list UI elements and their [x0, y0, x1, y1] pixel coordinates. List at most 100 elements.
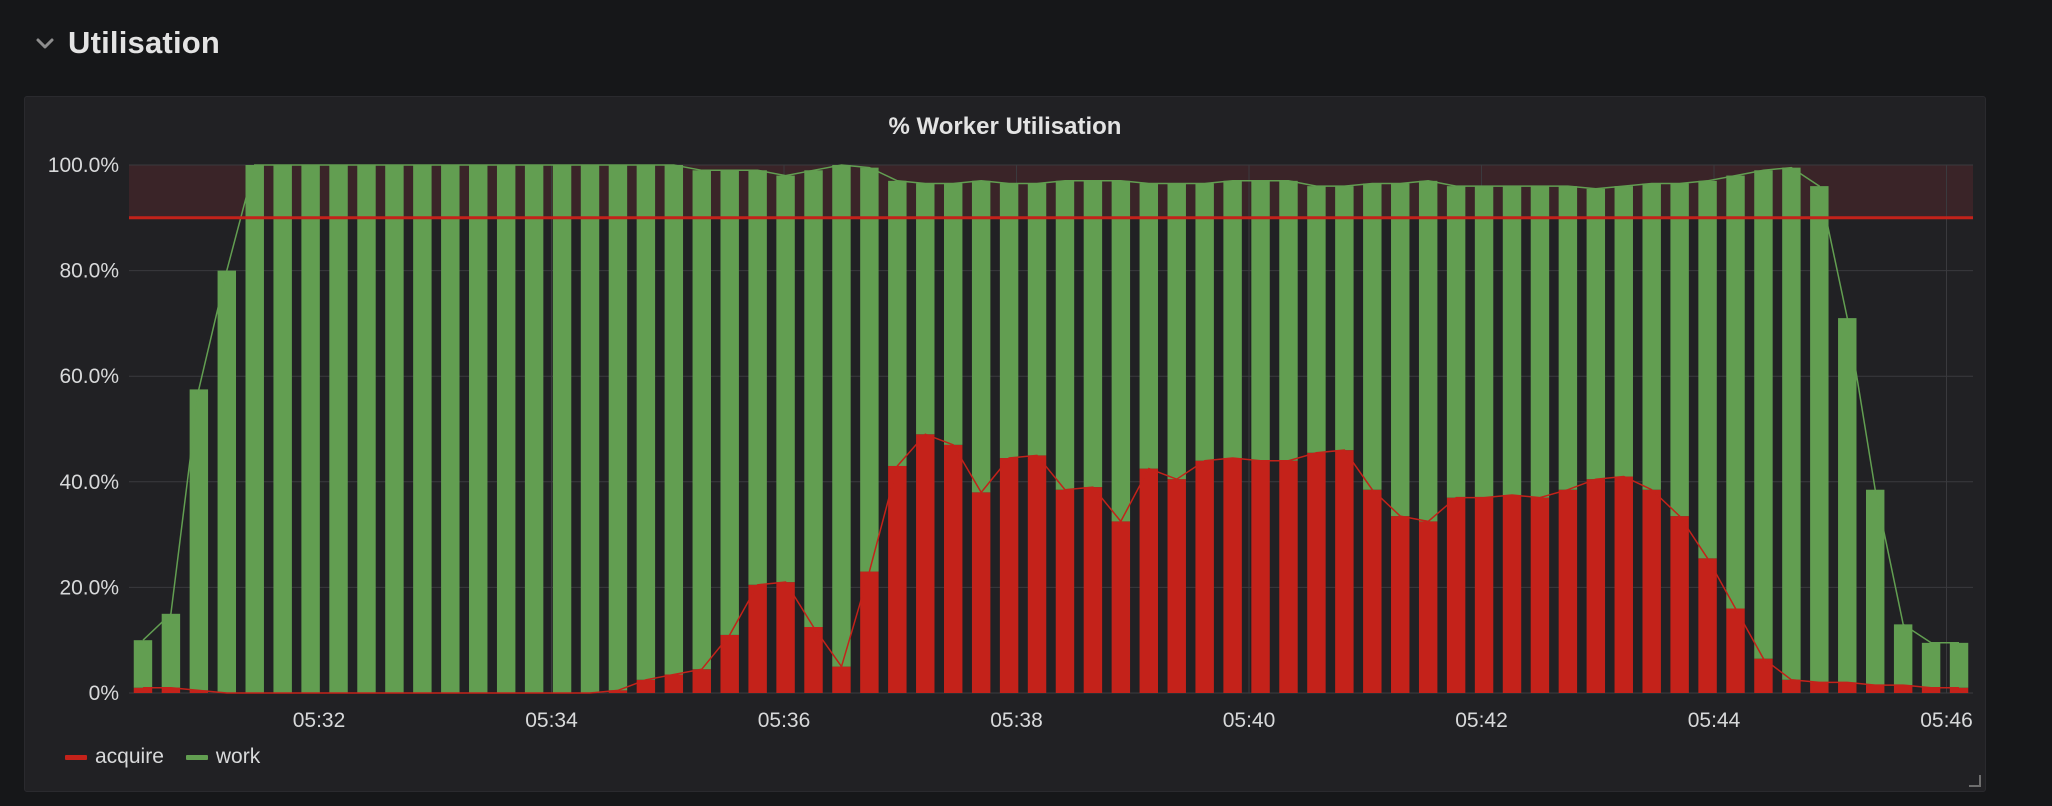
bar-work [1642, 183, 1661, 490]
bar-acquire [832, 666, 851, 693]
bar-acquire [1670, 516, 1689, 693]
bar-acquire [1111, 521, 1131, 693]
panel-title[interactable]: % Worker Utilisation [888, 113, 1122, 140]
bar-work [1865, 489, 1885, 686]
bar-work [385, 165, 404, 693]
threshold-region [129, 165, 1973, 218]
bar-acquire [1530, 497, 1550, 693]
panel-resize-handle[interactable] [1969, 775, 1981, 787]
bar-acquire [664, 674, 684, 693]
bar-acquire [1838, 682, 1857, 693]
x-tick-label: 05:32 [293, 709, 346, 732]
bar-acquire [1810, 682, 1829, 693]
row-header[interactable]: Utilisation [34, 18, 220, 68]
bar-acquire [1921, 687, 1941, 693]
bar-acquire [1726, 608, 1745, 693]
bar-work [1726, 175, 1745, 609]
bar-acquire [1614, 476, 1633, 693]
bar-acquire [133, 687, 153, 693]
bar-work [692, 170, 711, 670]
bar-acquire [1251, 460, 1270, 693]
bar-acquire [1474, 497, 1494, 693]
x-tick-label: 05:34 [525, 709, 578, 732]
chevron-down-icon[interactable] [34, 32, 56, 54]
y-tick-label: 40.0% [59, 471, 119, 494]
bar-work [832, 165, 851, 667]
bar-acquire [1558, 489, 1578, 693]
bar-work [1335, 186, 1354, 451]
bar-work [1195, 183, 1214, 461]
legend-swatch-acquire [65, 754, 87, 760]
bar-acquire [161, 687, 181, 693]
bar-acquire [1055, 489, 1075, 693]
utilisation-chart: 0% 20.0% 40.0% 60.0% 80.0% 100.0% 05:32 05:34 05… [48, 154, 1973, 732]
bar-work [1810, 186, 1829, 683]
bar-acquire [1698, 558, 1717, 693]
y-tick-label: 80.0% [59, 260, 119, 283]
bar-work [1167, 183, 1186, 480]
bar-acquire [1586, 479, 1606, 693]
bar-work [1446, 186, 1466, 498]
bar-work [1055, 180, 1075, 490]
legend-label-work: work [215, 745, 261, 768]
bar-acquire [804, 627, 823, 693]
y-tick-label: 0% [89, 682, 119, 705]
bar-work [161, 613, 181, 688]
bar-work [1418, 180, 1438, 522]
bar-work [1754, 170, 1773, 659]
x-tick-label: 05:42 [1455, 709, 1508, 732]
bar-work [1474, 186, 1494, 498]
bar-work [1279, 180, 1298, 461]
legend-item-acquire[interactable]: acquire [65, 745, 164, 769]
bar-work [888, 180, 907, 466]
bar-acquire [692, 669, 711, 693]
bar-work [608, 165, 628, 691]
bar-acquire [1949, 687, 1969, 693]
bar-work [1782, 167, 1801, 680]
bar-work [1363, 183, 1382, 490]
x-tick-label: 05:36 [758, 709, 811, 732]
x-tick-label: 05:44 [1688, 709, 1741, 732]
bar-work [413, 165, 432, 693]
series-line-acquire [143, 433, 1959, 694]
bar-work [999, 183, 1019, 459]
bar-acquire [1307, 452, 1326, 693]
bar-acquire [1502, 495, 1522, 693]
legend-label-acquire: acquire [95, 745, 164, 768]
bar-work [1139, 183, 1159, 469]
bar-work [1251, 180, 1270, 461]
bar-work [469, 165, 488, 693]
bar-work [1838, 318, 1857, 683]
bar-work [776, 175, 795, 583]
bar-work [943, 183, 963, 445]
row-title: Utilisation [68, 25, 221, 60]
bar-acquire [1754, 658, 1773, 693]
bar-acquire [1167, 479, 1186, 693]
series-line-work [142, 164, 1959, 644]
bar-work [189, 389, 209, 691]
bar-work [1391, 183, 1410, 517]
bar-acquire [748, 584, 767, 693]
bar-work [664, 165, 684, 675]
bar-work [1111, 180, 1131, 522]
bar-acquire [189, 690, 209, 693]
bar-work [524, 165, 544, 693]
bar-work [1614, 186, 1633, 477]
bar-acquire [999, 458, 1019, 693]
bar-acquire [1083, 487, 1103, 693]
bar-work [552, 165, 572, 693]
bar-work [1698, 180, 1717, 559]
bar-work [720, 170, 739, 635]
bar-work [301, 165, 320, 693]
utilisation-panel: % Worker Utilisation 0% 20.0% 40.0% 60.0% 80… [24, 96, 1986, 792]
legend-item-work[interactable]: work [185, 745, 261, 769]
y-tick-label: 20.0% [59, 576, 119, 599]
bar-acquire [1363, 489, 1382, 693]
bar-acquire [1893, 685, 1913, 693]
bar-work [1670, 183, 1689, 517]
bar-acquire [1782, 679, 1801, 693]
bar-acquire [1642, 489, 1661, 693]
bar-acquire [1195, 460, 1214, 693]
bar-work [133, 640, 153, 688]
bar-acquire [720, 634, 739, 693]
